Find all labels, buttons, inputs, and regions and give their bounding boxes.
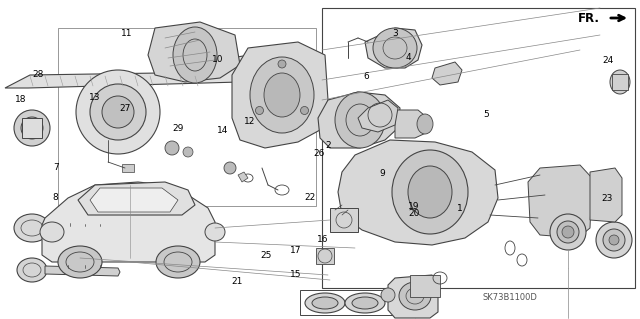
Ellipse shape	[301, 107, 308, 115]
Ellipse shape	[156, 246, 200, 278]
Ellipse shape	[399, 282, 431, 310]
Text: 16: 16	[317, 235, 328, 244]
Polygon shape	[238, 172, 248, 182]
Ellipse shape	[392, 150, 468, 234]
Polygon shape	[318, 92, 400, 148]
Ellipse shape	[550, 214, 586, 250]
Text: 13: 13	[89, 93, 100, 102]
Ellipse shape	[562, 226, 574, 238]
Text: 9: 9	[380, 169, 385, 178]
Ellipse shape	[345, 293, 385, 313]
Ellipse shape	[335, 92, 385, 148]
Text: 18: 18	[15, 95, 26, 104]
Text: 4: 4	[406, 53, 411, 62]
Bar	[330, 208, 358, 232]
Text: 12: 12	[244, 117, 255, 126]
Text: 27: 27	[119, 104, 131, 113]
Ellipse shape	[58, 246, 102, 278]
Ellipse shape	[40, 222, 64, 242]
Text: 19: 19	[408, 202, 420, 211]
Text: 10: 10	[212, 55, 223, 63]
Polygon shape	[590, 168, 622, 222]
Ellipse shape	[90, 84, 146, 140]
Bar	[22, 118, 42, 138]
Polygon shape	[48, 224, 118, 234]
Bar	[410, 275, 440, 297]
Text: 2: 2	[325, 141, 330, 150]
Ellipse shape	[255, 107, 264, 115]
Polygon shape	[432, 62, 462, 85]
Ellipse shape	[76, 70, 160, 154]
Ellipse shape	[381, 288, 395, 302]
Polygon shape	[528, 165, 592, 238]
Ellipse shape	[417, 114, 433, 134]
Bar	[300, 290, 400, 315]
Text: 28: 28	[33, 70, 44, 79]
Text: 26: 26	[313, 149, 324, 158]
Polygon shape	[78, 182, 195, 215]
Text: SK73B1100D: SK73B1100D	[483, 293, 538, 302]
Polygon shape	[388, 275, 438, 318]
Bar	[612, 74, 628, 90]
Bar	[316, 248, 334, 264]
Bar	[58, 28, 316, 206]
Text: 20: 20	[408, 209, 420, 218]
Text: 1: 1	[457, 204, 462, 213]
Ellipse shape	[609, 235, 619, 245]
Ellipse shape	[224, 162, 236, 174]
Ellipse shape	[603, 229, 625, 251]
Text: FR.: FR.	[578, 12, 600, 26]
Ellipse shape	[557, 221, 579, 243]
Polygon shape	[338, 140, 498, 245]
Text: 14: 14	[217, 126, 228, 135]
Text: 3: 3	[393, 29, 398, 38]
Ellipse shape	[14, 110, 50, 146]
Ellipse shape	[305, 293, 345, 313]
Ellipse shape	[102, 96, 134, 128]
Text: 6: 6	[364, 72, 369, 81]
Ellipse shape	[205, 223, 225, 241]
Text: 23: 23	[601, 194, 612, 203]
Ellipse shape	[264, 73, 300, 117]
Ellipse shape	[312, 297, 338, 309]
Text: 24: 24	[602, 56, 614, 65]
Polygon shape	[42, 182, 215, 262]
Text: 22: 22	[304, 193, 316, 202]
Text: 7: 7	[53, 163, 58, 172]
Text: 15: 15	[290, 271, 301, 279]
Polygon shape	[232, 42, 328, 148]
Polygon shape	[45, 266, 120, 276]
Polygon shape	[148, 22, 240, 82]
Text: 8: 8	[53, 193, 58, 202]
Text: 5: 5	[484, 110, 489, 119]
Ellipse shape	[408, 166, 452, 218]
Ellipse shape	[14, 214, 50, 242]
Ellipse shape	[165, 141, 179, 155]
Polygon shape	[90, 188, 178, 212]
Ellipse shape	[17, 258, 47, 282]
Ellipse shape	[250, 57, 314, 133]
Text: 25: 25	[260, 251, 271, 260]
Polygon shape	[358, 100, 398, 132]
Text: 21: 21	[231, 277, 243, 286]
Ellipse shape	[596, 222, 632, 258]
Text: 17: 17	[290, 246, 301, 255]
Ellipse shape	[173, 27, 217, 83]
Ellipse shape	[373, 28, 417, 68]
Polygon shape	[5, 55, 265, 88]
Ellipse shape	[278, 60, 286, 68]
Ellipse shape	[352, 297, 378, 309]
Polygon shape	[365, 28, 422, 68]
Polygon shape	[395, 110, 430, 138]
Text: 11: 11	[121, 29, 132, 38]
Ellipse shape	[183, 147, 193, 157]
Ellipse shape	[21, 117, 43, 139]
Text: 29: 29	[172, 124, 184, 133]
Ellipse shape	[610, 70, 630, 94]
Bar	[122, 164, 134, 172]
